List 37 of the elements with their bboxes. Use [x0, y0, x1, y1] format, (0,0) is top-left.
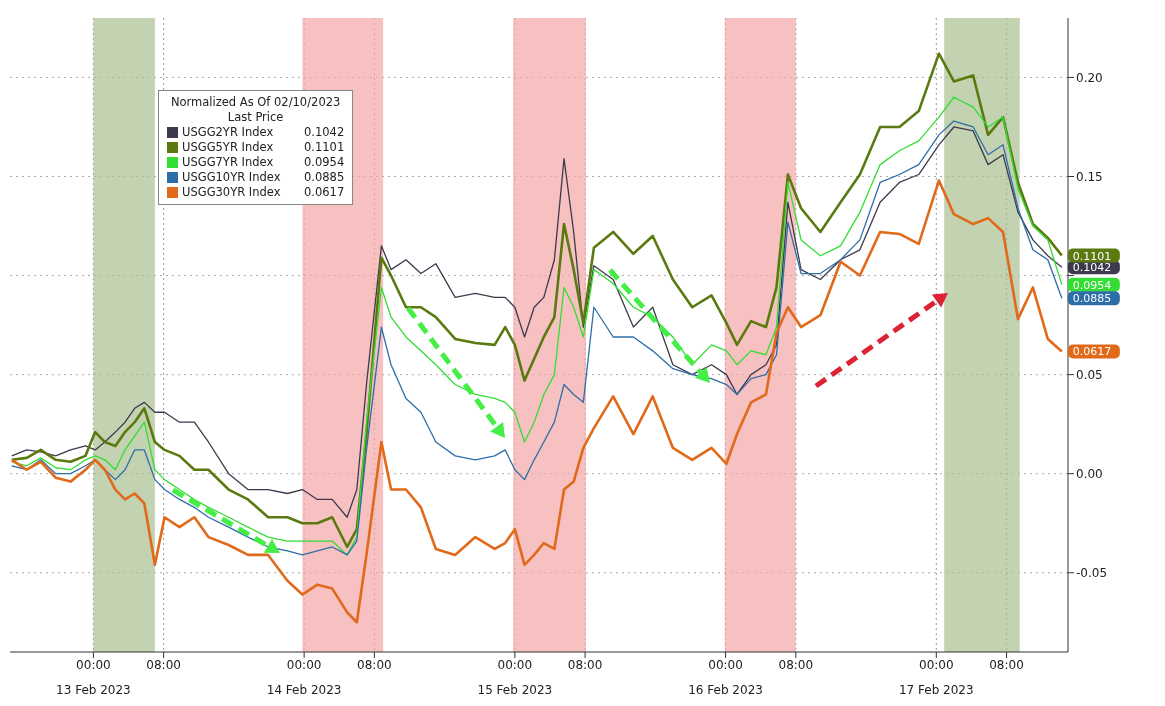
x-tick-label: 00:00: [919, 657, 954, 672]
y-tick-label: 0.15: [1076, 169, 1103, 184]
x-tick-label: 08:00: [989, 657, 1024, 672]
x2-tick-label: 13 Feb 2023: [56, 683, 131, 697]
line-series: [10, 179, 1064, 624]
y-tick-label: 0.05: [1076, 367, 1103, 382]
x-tick-label: 00:00: [76, 657, 111, 672]
x2-tick-label: 17 Feb 2023: [898, 683, 974, 697]
y-tick-label: -0.05: [1076, 566, 1108, 581]
x-tick-label: 00:00: [497, 657, 533, 672]
x-tick-label: 00:00: [708, 657, 743, 672]
x-tick-label: 08:00: [357, 657, 392, 672]
x2-tick-label: 14 Feb 2023: [266, 683, 342, 697]
legend-label: USGG5YR Index: [182, 140, 275, 155]
data-label: 0.0954: [1072, 278, 1112, 292]
data-label: 0.1101: [1072, 249, 1112, 263]
data-label: 0.0885: [1072, 292, 1112, 306]
text: 0.0885: [304, 170, 345, 184]
x-tick-label: 08:00: [567, 657, 603, 672]
legend-label: USGG2YR Index: [182, 125, 275, 140]
x-tick-label: 08:00: [146, 657, 181, 672]
text: 0.1042: [304, 125, 345, 139]
y-tick-label: 0.20: [1076, 70, 1103, 85]
data-label: 0.1042: [1072, 261, 1112, 275]
x2-tick-label: 15 Feb 2023: [477, 683, 553, 697]
legend-label: USGG7YR Index: [182, 155, 275, 170]
x-tick-label: 00:00: [286, 657, 322, 672]
y-tick-label: 0.00: [1076, 466, 1103, 481]
legend-title: Normalized As Of 02/10/2023 Last Price: [169, 95, 342, 125]
text: 0.0617: [304, 185, 345, 199]
legend-label: USGG30YR Index: [182, 185, 282, 200]
x2-tick-label: 16 Feb 2023: [688, 683, 763, 697]
data-label: 0.0617: [1072, 345, 1112, 359]
legend-label: USGG10YR Index: [182, 170, 282, 185]
text: 0.0954: [304, 155, 345, 169]
x-tick-label: 08:00: [778, 657, 814, 672]
text: 0.1101: [304, 140, 345, 154]
